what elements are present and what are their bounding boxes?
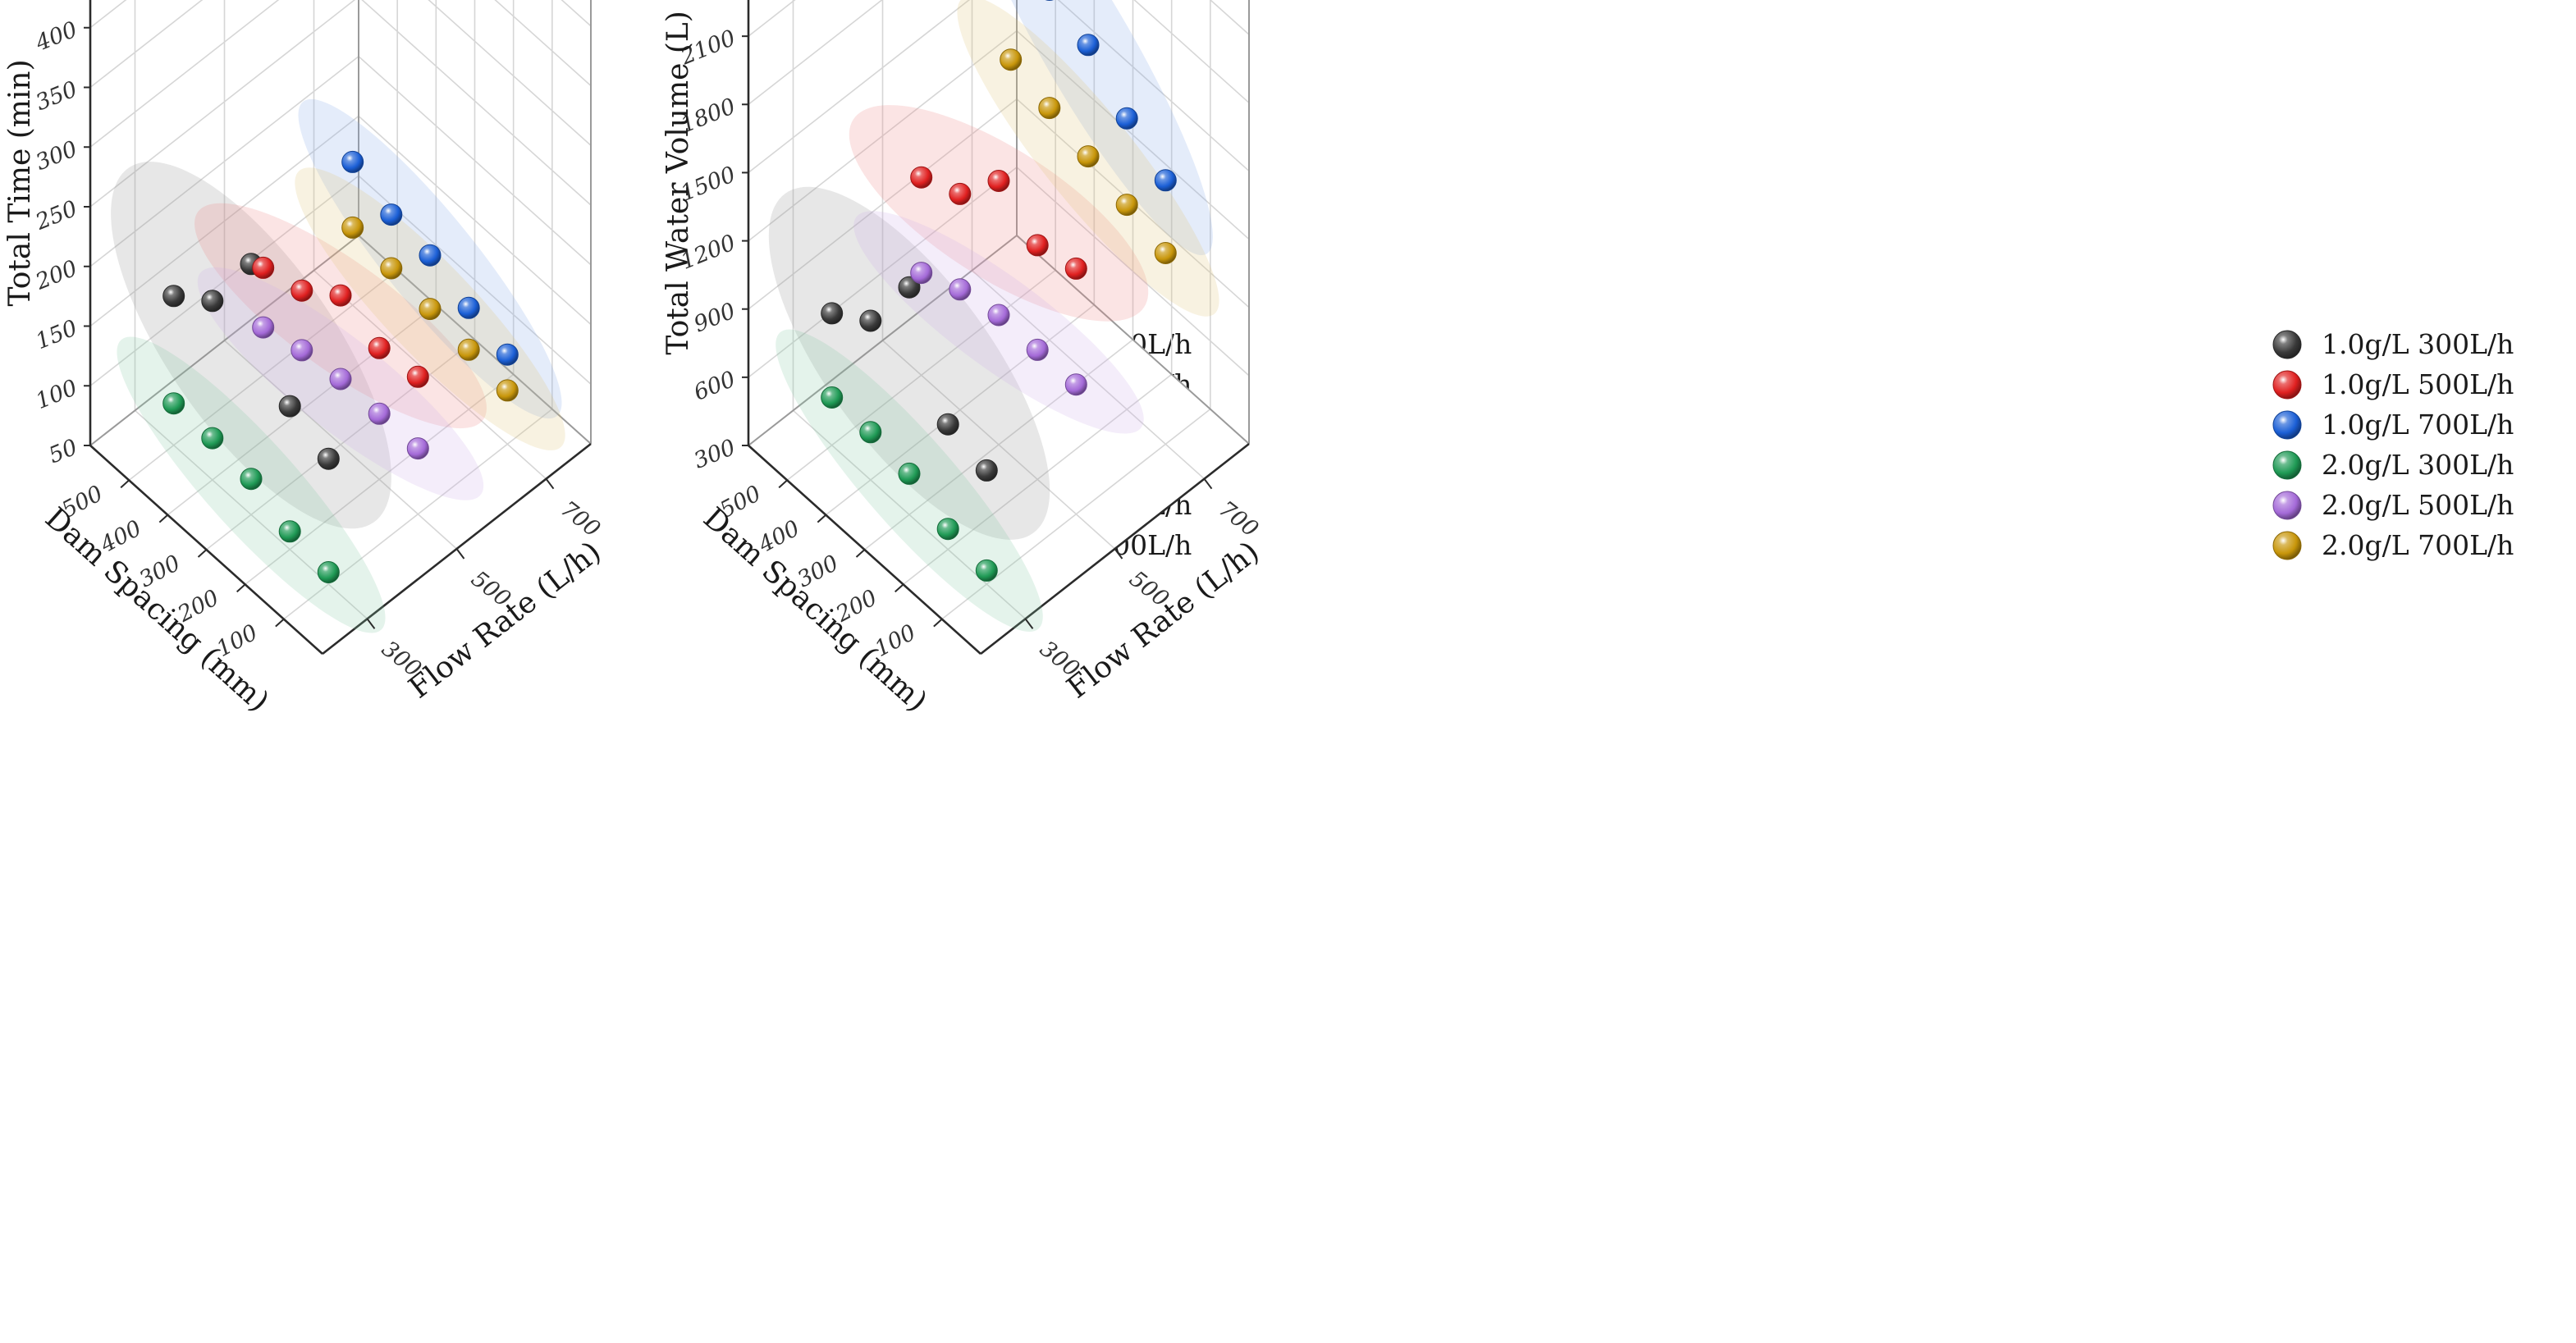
point-2-0g-l-500l-h bbox=[329, 368, 352, 391]
z-tick-label: 50 bbox=[45, 435, 80, 469]
point-1-0g-l-500l-h bbox=[1064, 257, 1087, 280]
point-1-0g-l-700l-h bbox=[1115, 107, 1138, 130]
point-2-0g-l-300l-h bbox=[278, 520, 301, 543]
y-tick-label: 700 bbox=[1214, 496, 1263, 542]
legend-label-1-0g-l-700l-h: 1.0g/L 700L/h bbox=[2322, 409, 2514, 441]
point-1-0g-l-300l-h bbox=[201, 290, 224, 313]
legend-marker-1-0g-l-500l-h bbox=[2272, 370, 2302, 400]
point-2-0g-l-700l-h bbox=[1154, 242, 1177, 264]
point-2-0g-l-700l-h bbox=[457, 338, 480, 361]
ellipse-1-0g-l-300l-h bbox=[768, 186, 1050, 540]
point-1-0g-l-700l-h bbox=[457, 296, 480, 319]
point-2-0g-l-300l-h bbox=[162, 392, 185, 415]
point-2-0g-l-500l-h bbox=[291, 339, 313, 362]
legend-label-2-0g-l-700l-h: 2.0g/L 700L/h bbox=[2322, 529, 2514, 561]
legend-marker-1-0g-l-700l-h bbox=[2272, 410, 2302, 440]
point-2-0g-l-700l-h bbox=[1038, 97, 1061, 120]
point-2-0g-l-700l-h bbox=[341, 216, 364, 239]
point-2-0g-l-300l-h bbox=[240, 468, 263, 491]
point-1-0g-l-700l-h bbox=[419, 244, 442, 267]
legend-marker-2-0g-l-500l-h bbox=[2272, 491, 2302, 520]
legend-label-1-0g-l-500l-h: 1.0g/L 500L/h bbox=[2322, 368, 2514, 400]
point-2-0g-l-500l-h bbox=[1026, 338, 1049, 361]
point-1-0g-l-700l-h bbox=[380, 203, 403, 226]
z-tick-label: 400 bbox=[31, 17, 80, 57]
point-1-0g-l-500l-h bbox=[987, 170, 1010, 192]
z-tick-label: 2400 bbox=[676, 0, 739, 2]
point-1-0g-l-500l-h bbox=[368, 336, 391, 359]
point-2-0g-l-300l-h bbox=[859, 421, 882, 444]
data-points bbox=[162, 150, 519, 583]
z-tick-label: 100 bbox=[32, 375, 80, 414]
z-tick-label: 300 bbox=[690, 435, 739, 474]
point-2-0g-l-700l-h bbox=[1077, 145, 1100, 168]
point-1-0g-l-500l-h bbox=[910, 166, 933, 189]
point-1-0g-l-500l-h bbox=[949, 182, 972, 205]
z-tick-label: 900 bbox=[690, 298, 739, 337]
point-2-0g-l-500l-h bbox=[406, 437, 429, 460]
point-1-0g-l-500l-h bbox=[252, 256, 275, 279]
point-2-0g-l-500l-h bbox=[987, 304, 1010, 327]
point-1-0g-l-300l-h bbox=[898, 276, 921, 299]
point-2-0g-l-300l-h bbox=[936, 518, 959, 541]
legend-marker-1-0g-l-300l-h bbox=[2272, 330, 2302, 359]
point-1-0g-l-500l-h bbox=[329, 284, 352, 307]
point-1-0g-l-700l-h bbox=[341, 150, 364, 173]
z-tick-label: 300 bbox=[32, 136, 80, 176]
point-1-0g-l-300l-h bbox=[162, 285, 185, 308]
point-1-0g-l-700l-h bbox=[1154, 169, 1177, 192]
point-1-0g-l-700l-h bbox=[1045, 0, 1054, 1]
z-tick-label: 250 bbox=[31, 196, 80, 235]
point-2-0g-l-700l-h bbox=[1000, 48, 1023, 71]
z-axis-title: Total Time (min) bbox=[3, 59, 37, 306]
point-1-0g-l-700l-h bbox=[1077, 34, 1100, 57]
point-1-0g-l-300l-h bbox=[975, 459, 998, 482]
point-1-0g-l-500l-h bbox=[406, 365, 429, 388]
point-1-0g-l-500l-h bbox=[291, 279, 313, 302]
legend-marker-2-0g-l-300l-h bbox=[2272, 450, 2302, 480]
chart-panel-right: 1002003004005003005007003006009001200150… bbox=[661, 0, 2514, 719]
legend-label-2-0g-l-300l-h: 2.0g/L 300L/h bbox=[2322, 449, 2514, 481]
ellipse-1-0g-l-300l-h bbox=[111, 162, 391, 529]
point-2-0g-l-700l-h bbox=[1115, 194, 1138, 217]
point-1-0g-l-300l-h bbox=[859, 309, 882, 332]
point-2-0g-l-300l-h bbox=[201, 427, 224, 450]
point-2-0g-l-300l-h bbox=[821, 386, 844, 409]
point-2-0g-l-700l-h bbox=[419, 298, 442, 321]
point-2-0g-l-700l-h bbox=[496, 379, 519, 402]
point-2-0g-l-300l-h bbox=[317, 561, 340, 583]
point-1-0g-l-700l-h bbox=[496, 343, 519, 366]
point-2-0g-l-500l-h bbox=[368, 402, 391, 425]
point-1-0g-l-300l-h bbox=[317, 447, 340, 470]
y-tick-label: 700 bbox=[556, 496, 605, 542]
point-2-0g-l-700l-h bbox=[380, 257, 403, 280]
point-1-0g-l-300l-h bbox=[936, 413, 959, 436]
point-1-0g-l-300l-h bbox=[821, 302, 844, 325]
point-2-0g-l-500l-h bbox=[910, 262, 933, 285]
legend-label-1-0g-l-300l-h: 1.0g/L 300L/h bbox=[2322, 328, 2514, 360]
grid bbox=[89, 0, 592, 620]
point-2-0g-l-300l-h bbox=[898, 462, 921, 485]
legend-label-2-0g-l-500l-h: 2.0g/L 500L/h bbox=[2322, 489, 2514, 521]
z-tick-label: 350 bbox=[32, 76, 80, 116]
z-tick-label: 600 bbox=[690, 367, 739, 406]
z-tick-label: 150 bbox=[32, 315, 80, 354]
point-1-0g-l-500l-h bbox=[1026, 234, 1049, 257]
z-axis-title: Total Water Volume (L) bbox=[661, 11, 695, 354]
z-tick-label: 200 bbox=[31, 256, 80, 295]
point-2-0g-l-500l-h bbox=[949, 278, 972, 301]
point-2-0g-l-500l-h bbox=[252, 316, 275, 339]
data-points bbox=[821, 0, 1177, 582]
point-2-0g-l-500l-h bbox=[1064, 373, 1087, 396]
point-2-0g-l-300l-h bbox=[975, 559, 998, 582]
legend-marker-2-0g-l-700l-h bbox=[2272, 531, 2302, 560]
point-1-0g-l-300l-h bbox=[278, 395, 301, 418]
legend: 1.0g/L 300L/h 1.0g/L 500L/h 1.0g/L 700L/h 2… bbox=[2272, 328, 2514, 561]
